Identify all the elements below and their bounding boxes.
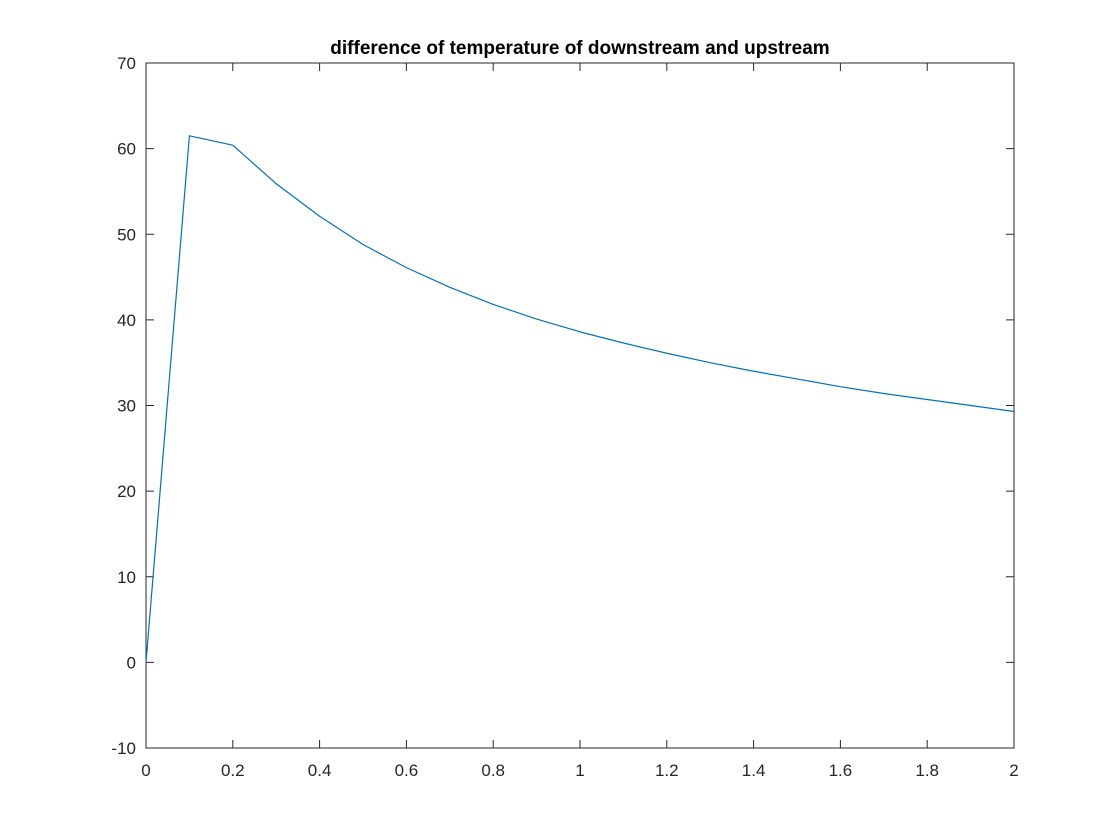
axis-ticks: 0 0.2 0.4 0.6 0.8 1 1.2 1.4 1.6 1.8 2 -10 0 10 20 30 40 5… xyxy=(111,54,1018,780)
series-layer xyxy=(145,135,1015,663)
y-tick-label: 30 xyxy=(117,397,136,416)
x-tick-label: 2 xyxy=(1009,761,1018,780)
chart-title: difference of temperature of downstream … xyxy=(330,38,829,59)
y-tick-label: 70 xyxy=(117,54,136,73)
x-tick-label: 1.8 xyxy=(915,761,939,780)
x-tick-label: 0.6 xyxy=(395,761,419,780)
y-tick-label: 10 xyxy=(117,568,136,587)
y-tick-label: 40 xyxy=(117,311,136,330)
x-tick-label: 1 xyxy=(575,761,584,780)
y-tick-label: 20 xyxy=(117,482,136,501)
plot-area xyxy=(145,62,1015,749)
y-tick-label: -10 xyxy=(111,739,136,758)
x-tick-label: 1.4 xyxy=(742,761,766,780)
x-tick-label: 0 xyxy=(141,761,150,780)
x-tick-label: 1.6 xyxy=(829,761,853,780)
series-line xyxy=(145,135,1015,663)
x-tick-label: 0.8 xyxy=(481,761,505,780)
x-tick-label: 0.4 xyxy=(308,761,332,780)
x-tick-label: 0.2 xyxy=(221,761,245,780)
y-tick-label: 60 xyxy=(117,140,136,159)
y-tick-label: 0 xyxy=(127,653,136,672)
x-tick-label: 1.2 xyxy=(655,761,679,780)
y-tick-label: 50 xyxy=(117,225,136,244)
